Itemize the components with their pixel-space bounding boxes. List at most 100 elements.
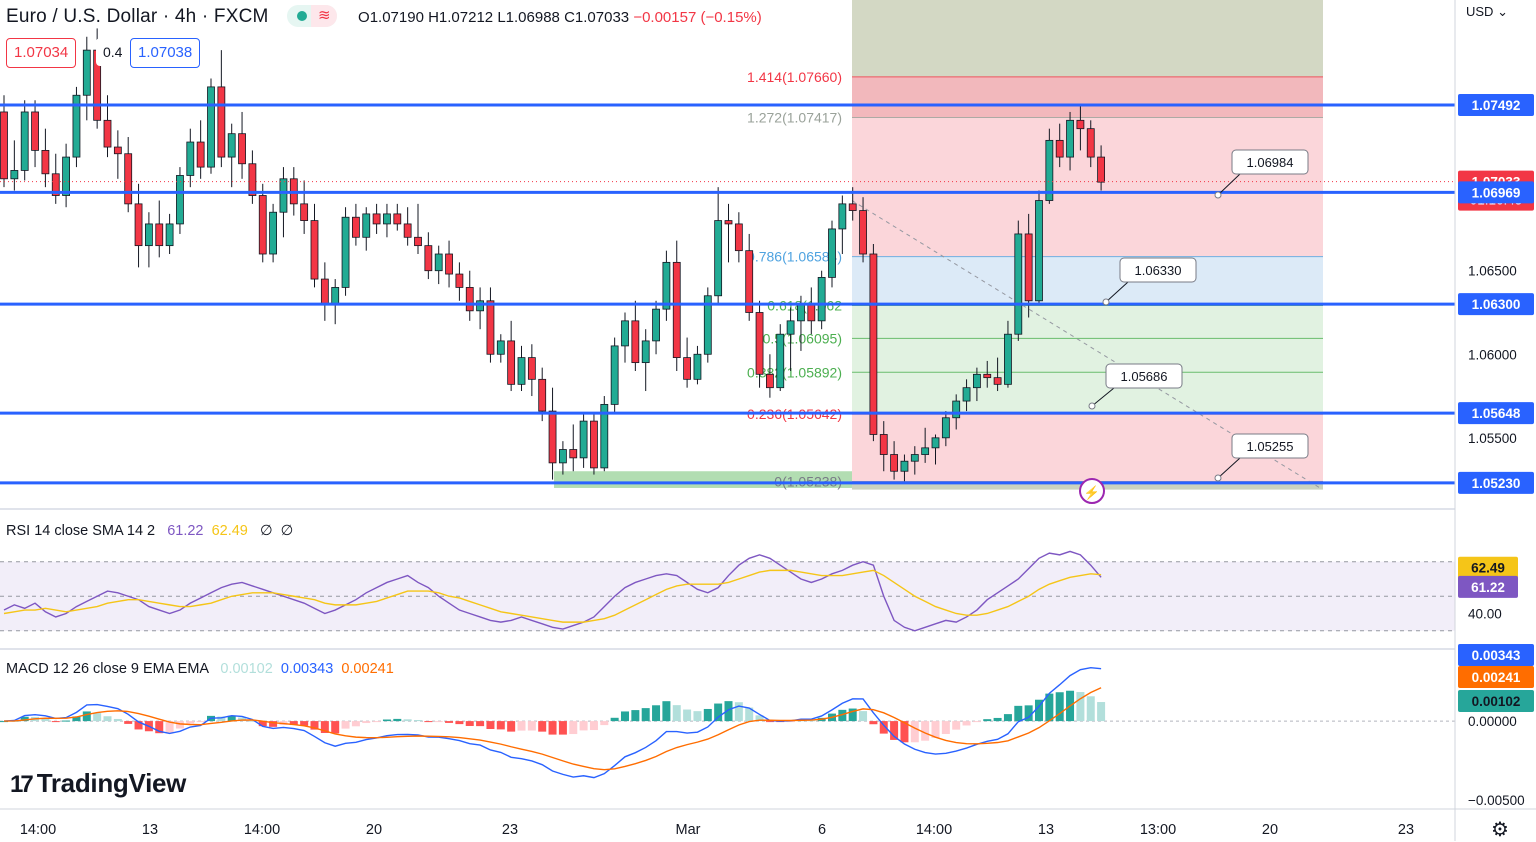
- macd-histogram-bar: [238, 717, 247, 722]
- tradingview-logo[interactable]: 17 TradingView: [10, 768, 186, 799]
- lightning-icon-glyph: ⚡: [1084, 485, 1100, 501]
- rsi-name: RSI 14 close SMA 14 2: [6, 523, 156, 539]
- rsi-legend[interactable]: RSI 14 close SMA 14 2 61.22 62.49 ∅ ∅: [6, 523, 293, 539]
- fib-label-1.272: 1.272(1.07417): [747, 109, 842, 125]
- macd-histogram-bar: [931, 721, 940, 738]
- macd-histogram-bar: [155, 721, 164, 734]
- candle: [569, 424, 578, 472]
- candle-body: [879, 434, 888, 455]
- candle-body: [755, 312, 764, 375]
- rsi-empty-2: ∅: [280, 523, 294, 539]
- candle: [734, 212, 743, 263]
- candle-body: [1066, 119, 1074, 158]
- candle: [559, 441, 567, 475]
- candle-body: [641, 340, 650, 364]
- symbol-title[interactable]: Euro / U.S. Dollar · 4h · FXCM: [6, 6, 269, 27]
- macd-histogram-bar: [103, 716, 112, 722]
- candle: [817, 270, 826, 330]
- candle-body: [517, 357, 526, 385]
- macd-legend[interactable]: MACD 12 26 close 9 EMA EMA 0.00102 0.003…: [6, 661, 394, 677]
- candle-body: [848, 203, 857, 211]
- candle-body: [776, 333, 785, 389]
- price-axis-label-text: 1.07492: [1472, 98, 1521, 113]
- change-value: −0.00157 (−0.15%): [633, 9, 762, 26]
- macd-histogram-bar: [175, 721, 184, 729]
- time-axis-tick: 14:00: [20, 822, 56, 838]
- macd-histogram-bar: [289, 721, 298, 726]
- callout-pointer: [1217, 173, 1241, 196]
- macd-histogram-bar: [621, 711, 629, 722]
- macd-line: [3, 667, 1102, 779]
- candle: [10, 140, 19, 191]
- candle-body: [248, 163, 257, 196]
- candle-body: [362, 213, 371, 238]
- macd-signal-value: 0.00241: [341, 661, 394, 677]
- candle: [1097, 145, 1105, 191]
- candle-body: [1035, 200, 1043, 302]
- buy-button[interactable]: 1.07038: [130, 38, 201, 68]
- macd-histogram-bar: [745, 707, 754, 722]
- time-axis-tick: Mar: [676, 822, 701, 838]
- macd-histogram-bar: [952, 721, 961, 730]
- price-callout: 1.06984: [1214, 149, 1309, 199]
- market-status-pill[interactable]: ≋: [287, 4, 338, 27]
- gear-icon[interactable]: ⚙: [1491, 819, 1509, 841]
- candle: [113, 130, 122, 179]
- candle: [372, 203, 381, 234]
- rsi-line: [3, 550, 1102, 632]
- macd-histogram-bar: [434, 721, 443, 723]
- candle-body: [900, 460, 909, 472]
- macd-histogram-bar: [631, 710, 640, 722]
- callout-box: [1231, 433, 1309, 459]
- candle: [248, 150, 257, 204]
- sell-button[interactable]: 1.07034: [6, 38, 77, 68]
- time-axis-tick: 23: [502, 822, 518, 838]
- rsi-sma-value: 62.49: [211, 523, 248, 539]
- macd-histogram-bar: [538, 721, 547, 732]
- macd-histogram-bar: [1035, 699, 1043, 722]
- candle: [155, 200, 164, 258]
- macd-histogram-bar: [1086, 696, 1095, 722]
- candle: [786, 307, 795, 371]
- candle: [227, 123, 236, 188]
- candle-body: [745, 250, 754, 313]
- candle-body: [859, 210, 867, 255]
- callout-anchor: [1088, 402, 1096, 410]
- candle-body: [714, 220, 723, 297]
- candle: [517, 345, 526, 392]
- macd-axis-label-text: 0.00102: [1472, 694, 1521, 709]
- candle-body: [176, 175, 184, 225]
- candle-body: [279, 178, 288, 213]
- candle: [62, 143, 70, 208]
- macd-histogram-bar: [869, 721, 878, 725]
- market-open-dot-icon: [297, 10, 308, 21]
- macd-histogram-bar: [983, 719, 992, 722]
- fib-zone-0786: [852, 256, 1323, 306]
- price-callout: 1.05686: [1088, 363, 1183, 410]
- macd-histogram-bar: [703, 708, 712, 722]
- macd-histogram-bar: [558, 721, 567, 735]
- time-axis-tick: 6: [818, 822, 826, 838]
- candle-body: [890, 454, 898, 472]
- candle-body: [569, 449, 578, 459]
- candle: [703, 287, 712, 363]
- candle: [331, 279, 340, 325]
- candle: [1024, 213, 1033, 318]
- callout-text: 1.06330: [1135, 263, 1182, 278]
- candle-body: [144, 223, 153, 247]
- candle-body: [507, 340, 516, 385]
- currency-selector[interactable]: USD ⌄: [1466, 4, 1508, 20]
- price-axis-label-text: 1.06300: [1472, 297, 1521, 312]
- candle-body: [548, 410, 557, 464]
- price-callout: 1.05255: [1214, 433, 1309, 482]
- macd-histogram-bar: [527, 721, 536, 731]
- candle: [1055, 123, 1064, 168]
- macd-histogram-bar: [455, 721, 464, 725]
- macd-histogram-bar: [258, 721, 267, 727]
- macd-histogram-bar: [227, 715, 236, 722]
- price-axis-label: [1458, 181, 1534, 204]
- candle-body: [1024, 233, 1033, 302]
- candle-body: [31, 111, 39, 151]
- callout-text: 1.05255: [1247, 439, 1294, 454]
